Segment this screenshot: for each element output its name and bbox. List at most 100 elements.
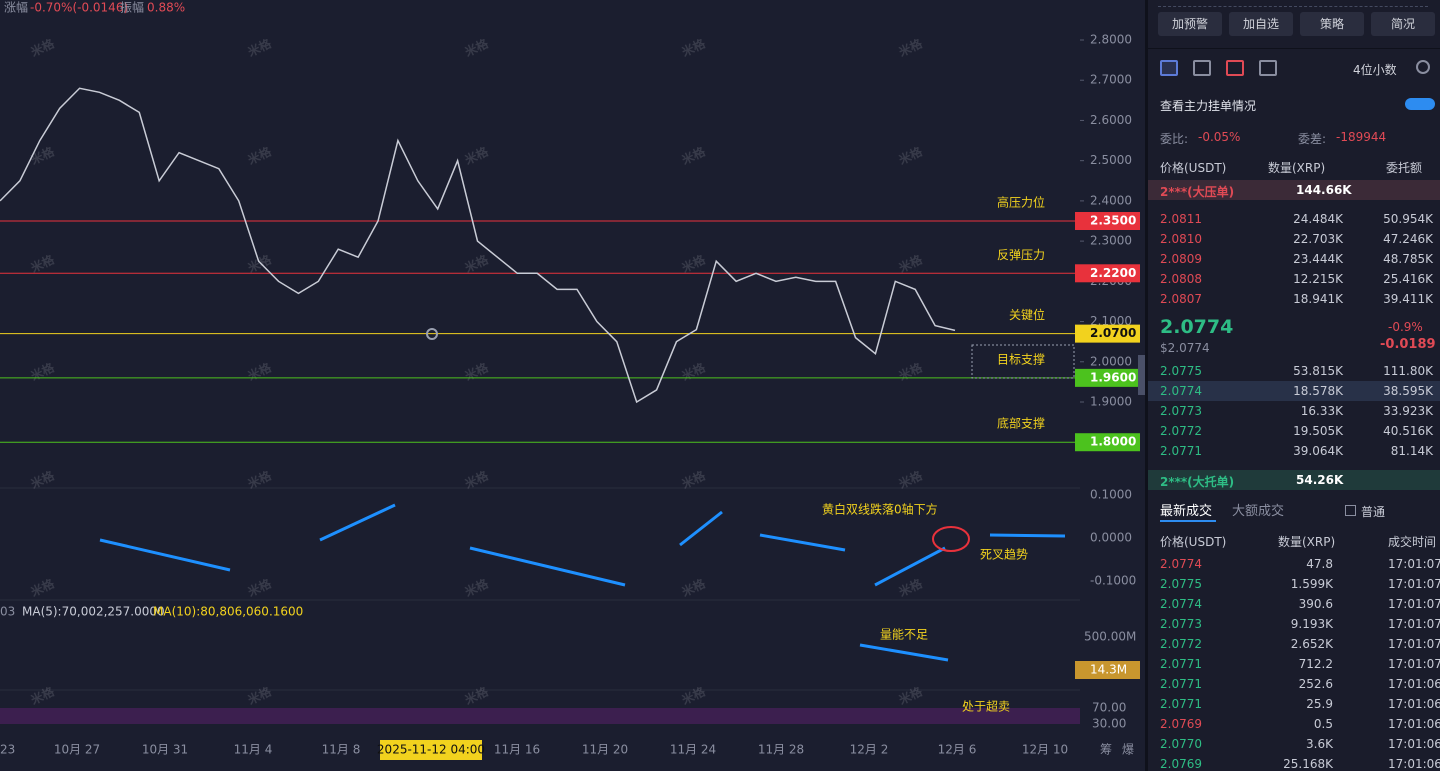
cell: 23.444K (1293, 252, 1343, 266)
big-bid-qty: 54.26K (1296, 473, 1344, 487)
trade-price: 2.0773 (1160, 617, 1202, 631)
watermark: 米格 (462, 683, 491, 707)
macd-note: 黄白双线跌落0轴下方 (822, 502, 938, 517)
rsi-note: 处于超卖 (962, 699, 1010, 714)
trade-price: 2.0769 (1160, 757, 1202, 771)
trade-qty: 252.6 (1298, 677, 1333, 691)
settings[interactable] (1416, 60, 1430, 74)
divider (1148, 48, 1440, 49)
ratio-label: 委比: (1160, 132, 1189, 146)
trade-qty: 712.2 (1298, 657, 1333, 671)
view-icon[interactable] (1160, 60, 1178, 76)
cell: 2.0807 (1160, 292, 1202, 306)
level-note: 底部支撑 (997, 416, 1045, 431)
cell: 48.785K (1383, 252, 1433, 266)
scroll-handle[interactable] (1138, 355, 1145, 395)
big-bid: 2***(大托单) (1160, 475, 1235, 489)
trade-header: 数量(XRP) (1278, 535, 1336, 549)
volume-ma10: MA(10):80,806,060.1600 (153, 605, 303, 619)
arrows (99, 503, 1066, 662)
main-orders[interactable]: 查看主力挂单情况 (1160, 99, 1257, 113)
cell: 81.14K (1390, 444, 1433, 458)
level-tag (1075, 368, 1140, 387)
normal[interactable]: 普通 (1361, 505, 1386, 519)
cell: 2.0809 (1160, 252, 1202, 266)
watermark: 米格 (679, 683, 708, 707)
trade-time: 17:01:07 (1388, 617, 1440, 631)
level-label: 1.9600 (1090, 370, 1136, 384)
level-label: 2.0700 (1090, 326, 1136, 340)
volume-note: 量能不足 (880, 628, 928, 642)
y-tick-label: 2.8000 (1090, 33, 1132, 47)
watermark: 米格 (245, 683, 274, 707)
decimals[interactable]: 4位小数 (1353, 63, 1397, 77)
trade-time: 17:01:06 (1388, 677, 1440, 691)
x-tick-label: 12月 10 (1022, 743, 1068, 757)
bid-highlight (1148, 381, 1440, 401)
trade-qty: 25.9 (1306, 697, 1333, 711)
cell: 38.595K (1383, 384, 1433, 398)
macd-tick-label: 0.0000 (1090, 531, 1132, 545)
cell: 24.484K (1293, 212, 1343, 226)
button[interactable]: 策略 (1300, 12, 1364, 36)
view-icon[interactable] (1193, 60, 1211, 76)
big-ask-qty: 144.66K (1296, 183, 1352, 197)
tab[interactable]: 大额成交 (1232, 504, 1285, 519)
button[interactable]: 加自选 (1229, 12, 1293, 36)
amplitude-label: 振幅 (120, 0, 144, 15)
y-tick-label: 1.9000 (1090, 395, 1132, 409)
watermark: 米格 (245, 143, 274, 167)
x-tick-label: 12月 6 (938, 743, 977, 757)
watermark: 米格 (896, 359, 925, 383)
y-tick-label: 2.0000 (1090, 354, 1132, 368)
watermark: 米格 (462, 359, 491, 383)
volume-current: 14.3M (1090, 663, 1127, 677)
cell: 22.703K (1293, 232, 1343, 246)
x-corner: 爆 (1122, 743, 1134, 757)
watermark: 米格 (896, 143, 925, 167)
tab-underline (1160, 520, 1216, 522)
watermark: 米格 (462, 143, 491, 167)
rsi-tick: 70.00 (1092, 701, 1126, 715)
view-icon[interactable] (1226, 60, 1244, 76)
button[interactable]: 加预警 (1158, 12, 1222, 36)
trade-qty: 390.6 (1298, 597, 1333, 611)
toggle[interactable] (1405, 98, 1435, 110)
cell: 19.505K (1293, 424, 1343, 438)
trade-time: 17:01:06 (1388, 737, 1440, 751)
level-note: 目标支撑 (997, 351, 1045, 366)
trade-price: 2.0774 (1160, 557, 1202, 571)
tab[interactable]: 最新成交 (1160, 504, 1213, 519)
trade-time: 17:01:07 (1388, 657, 1440, 671)
watermark: 米格 (462, 575, 491, 599)
cell: 12.215K (1293, 272, 1343, 286)
cell: 39.411K (1383, 292, 1433, 306)
x-tick-label: 11月 20 (582, 743, 628, 757)
volume-legend: 03 (0, 605, 15, 619)
button[interactable]: 简况 (1371, 12, 1435, 36)
level-tag (1075, 212, 1140, 230)
big-bid-row (1148, 470, 1440, 490)
cell: 53.815K (1293, 364, 1343, 378)
cell: 2.0772 (1160, 424, 1202, 438)
x-tick-label: 11月 16 (494, 743, 540, 757)
trade-price: 2.0771 (1160, 677, 1202, 691)
normal-check[interactable] (1345, 505, 1356, 516)
trade-qty: 0.5 (1313, 717, 1333, 731)
trade-header: 成交时间 (1388, 535, 1437, 549)
x-tick-label: 11月 28 (758, 743, 804, 757)
trade-price: 2.0772 (1160, 637, 1202, 651)
level-tag (1075, 264, 1140, 283)
y-tick-label: 2.7000 (1090, 73, 1132, 87)
cell: 2.0771 (1160, 444, 1202, 458)
level-label: 2.3500 (1090, 214, 1136, 228)
trade-qty: 47.8 (1306, 557, 1333, 571)
trade-qty: 9.193K (1290, 617, 1333, 631)
last-pct: -0.9% (1388, 320, 1423, 334)
trade-price: 2.0770 (1160, 737, 1202, 751)
big-ask: 2***(大压单) (1160, 185, 1235, 199)
level-label: 1.8000 (1090, 435, 1136, 449)
view-icon[interactable] (1259, 60, 1277, 76)
trade-price: 2.0771 (1160, 657, 1202, 671)
